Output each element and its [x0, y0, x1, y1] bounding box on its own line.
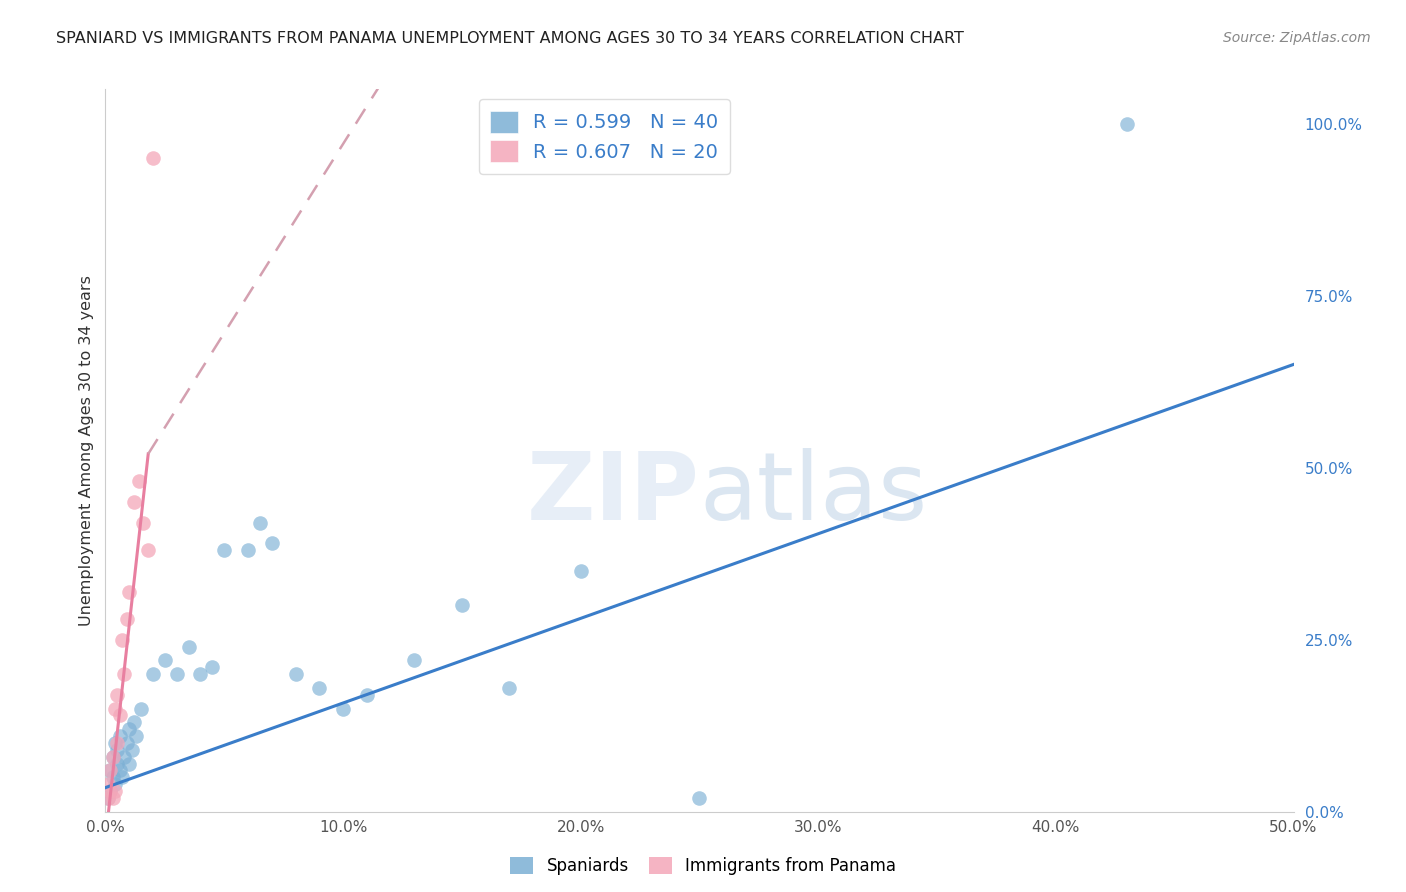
- Point: [104, 701, 127, 715]
- Point: [115, 736, 138, 750]
- Point: [108, 708, 131, 723]
- Point: [249, 516, 271, 530]
- Point: [201, 660, 224, 674]
- Point: [108, 729, 131, 743]
- Text: Source: ZipAtlas.com: Source: ZipAtlas.com: [1223, 31, 1371, 45]
- Point: [118, 584, 141, 599]
- Legend: R = 0.599   N = 40, R = 0.607   N = 20: R = 0.599 N = 40, R = 0.607 N = 20: [479, 99, 730, 174]
- Point: [97, 791, 120, 805]
- Y-axis label: Unemployment Among Ages 30 to 34 years: Unemployment Among Ages 30 to 34 years: [79, 275, 94, 626]
- Point: [101, 791, 124, 805]
- Point: [104, 736, 127, 750]
- Point: [98, 784, 121, 798]
- Point: [97, 791, 120, 805]
- Point: [166, 667, 188, 681]
- Point: [129, 701, 152, 715]
- Point: [308, 681, 330, 695]
- Point: [1116, 117, 1139, 131]
- Point: [111, 770, 134, 784]
- Point: [101, 770, 124, 784]
- Point: [356, 688, 378, 702]
- Point: [105, 688, 128, 702]
- Point: [122, 495, 145, 509]
- Point: [114, 667, 136, 681]
- Point: [404, 653, 426, 667]
- Point: [136, 543, 159, 558]
- Point: [236, 543, 259, 558]
- Point: [105, 756, 128, 771]
- Point: [125, 729, 148, 743]
- Point: [260, 536, 283, 550]
- Point: [121, 743, 143, 757]
- Point: [118, 722, 141, 736]
- Point: [98, 764, 121, 778]
- Legend: Spaniards, Immigrants from Panama: Spaniards, Immigrants from Panama: [503, 850, 903, 882]
- Point: [132, 516, 155, 530]
- Point: [98, 784, 121, 798]
- Point: [689, 791, 711, 805]
- Point: [214, 543, 236, 558]
- Point: [118, 756, 141, 771]
- Point: [153, 653, 176, 667]
- Text: atlas: atlas: [700, 448, 928, 540]
- Point: [97, 777, 120, 791]
- Point: [105, 736, 128, 750]
- Point: [284, 667, 307, 681]
- Point: [190, 667, 212, 681]
- Point: [332, 701, 354, 715]
- Point: [101, 749, 124, 764]
- Point: [128, 475, 150, 489]
- Point: [105, 743, 128, 757]
- Point: [498, 681, 520, 695]
- Point: [104, 784, 127, 798]
- Point: [114, 749, 136, 764]
- Point: [101, 749, 124, 764]
- Point: [177, 640, 200, 654]
- Point: [108, 764, 131, 778]
- Point: [450, 599, 472, 613]
- Point: [122, 715, 145, 730]
- Point: [111, 632, 134, 647]
- Point: [104, 777, 127, 791]
- Text: SPANIARD VS IMMIGRANTS FROM PANAMA UNEMPLOYMENT AMONG AGES 30 TO 34 YEARS CORREL: SPANIARD VS IMMIGRANTS FROM PANAMA UNEMP…: [56, 31, 965, 46]
- Point: [98, 764, 121, 778]
- Point: [142, 667, 165, 681]
- Point: [569, 564, 592, 578]
- Text: ZIP: ZIP: [527, 448, 700, 540]
- Point: [142, 151, 165, 165]
- Point: [115, 612, 138, 626]
